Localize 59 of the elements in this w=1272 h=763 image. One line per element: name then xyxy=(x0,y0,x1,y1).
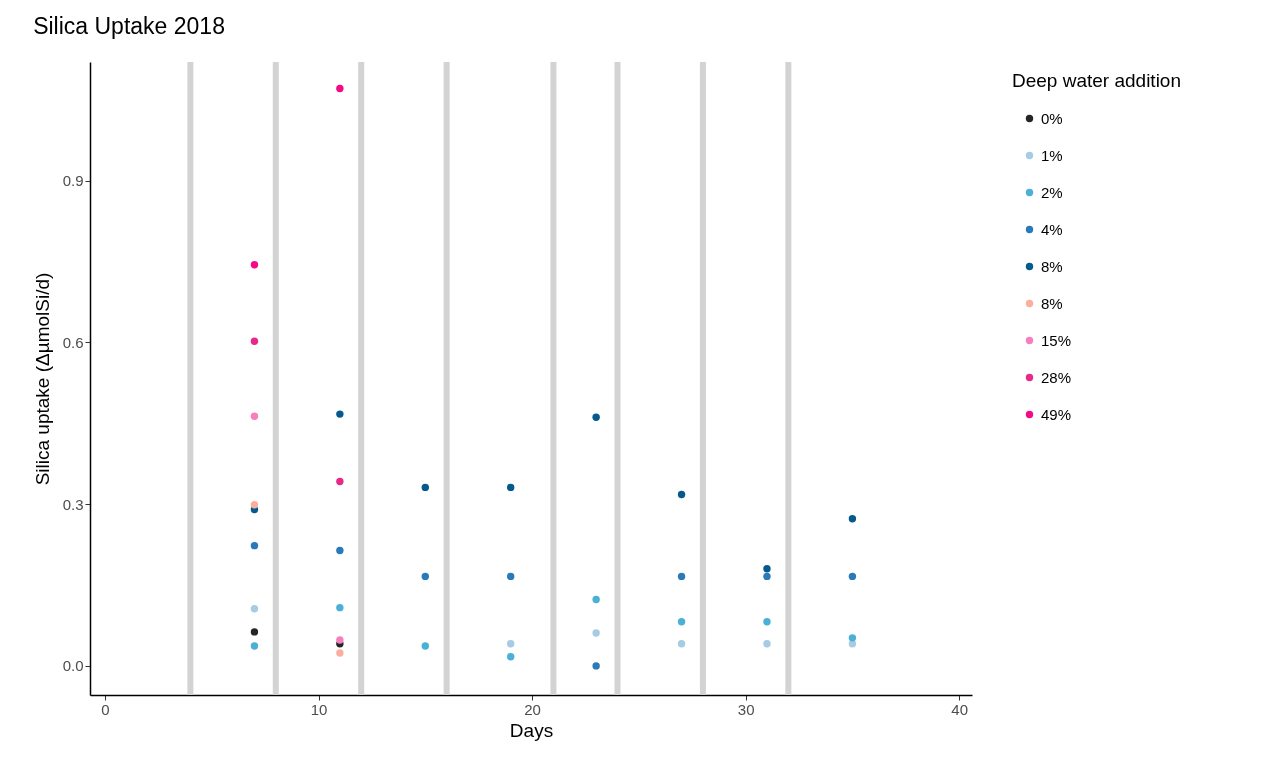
point xyxy=(592,662,600,670)
point xyxy=(677,640,686,648)
point xyxy=(336,84,344,93)
x-axis-title: Days xyxy=(509,719,554,741)
point xyxy=(592,413,600,422)
point xyxy=(250,605,259,613)
y-axis-title: Silica uptake (ΔµmolSi/d) xyxy=(31,272,53,486)
point xyxy=(763,617,771,626)
legend-label: 28% xyxy=(1041,368,1072,386)
y-tick-label: 0.9 xyxy=(62,172,84,190)
point xyxy=(421,642,429,650)
point xyxy=(677,490,686,499)
legend-label: 0% xyxy=(1041,109,1063,127)
point xyxy=(250,541,259,550)
legend-label: 8% xyxy=(1041,257,1063,275)
legend-label: 1% xyxy=(1041,146,1063,164)
point xyxy=(592,629,600,637)
point xyxy=(848,514,857,523)
legend-label: 49% xyxy=(1041,405,1072,423)
y-tick-label: 0.0 xyxy=(62,657,84,675)
point xyxy=(763,572,771,581)
point xyxy=(336,603,344,612)
x-tick-label: 10 xyxy=(310,700,328,718)
legend-label: 15% xyxy=(1041,331,1072,349)
point xyxy=(250,500,259,509)
point xyxy=(507,640,515,648)
point xyxy=(507,653,515,661)
chart-title: Silica Uptake 2018 xyxy=(33,13,225,39)
x-tick-label: 30 xyxy=(737,700,755,718)
point xyxy=(250,337,259,345)
legend-title: Deep water addition xyxy=(1012,70,1181,91)
x-tick-label: 40 xyxy=(951,700,969,718)
x-tick-label: 20 xyxy=(524,700,541,718)
point xyxy=(763,565,771,573)
point xyxy=(336,477,344,486)
point xyxy=(336,649,344,657)
point xyxy=(336,546,344,555)
x-tick-label: 0 xyxy=(101,700,110,718)
point xyxy=(507,483,515,492)
legend-label: 2% xyxy=(1041,183,1063,201)
point xyxy=(336,410,344,418)
point xyxy=(250,412,259,420)
point xyxy=(250,642,259,650)
point xyxy=(592,595,600,604)
point xyxy=(250,628,259,636)
point xyxy=(848,572,857,581)
point xyxy=(250,261,259,269)
point xyxy=(763,640,771,648)
point xyxy=(421,572,429,581)
point xyxy=(677,617,686,626)
y-tick-label: 0.6 xyxy=(62,333,84,351)
point xyxy=(677,572,686,581)
point xyxy=(421,483,429,492)
y-tick-label: 0.3 xyxy=(62,495,84,513)
point xyxy=(848,634,857,642)
legend-label: 8% xyxy=(1041,294,1063,312)
point xyxy=(507,572,515,581)
point xyxy=(336,636,344,644)
legend-label: 4% xyxy=(1041,220,1063,238)
